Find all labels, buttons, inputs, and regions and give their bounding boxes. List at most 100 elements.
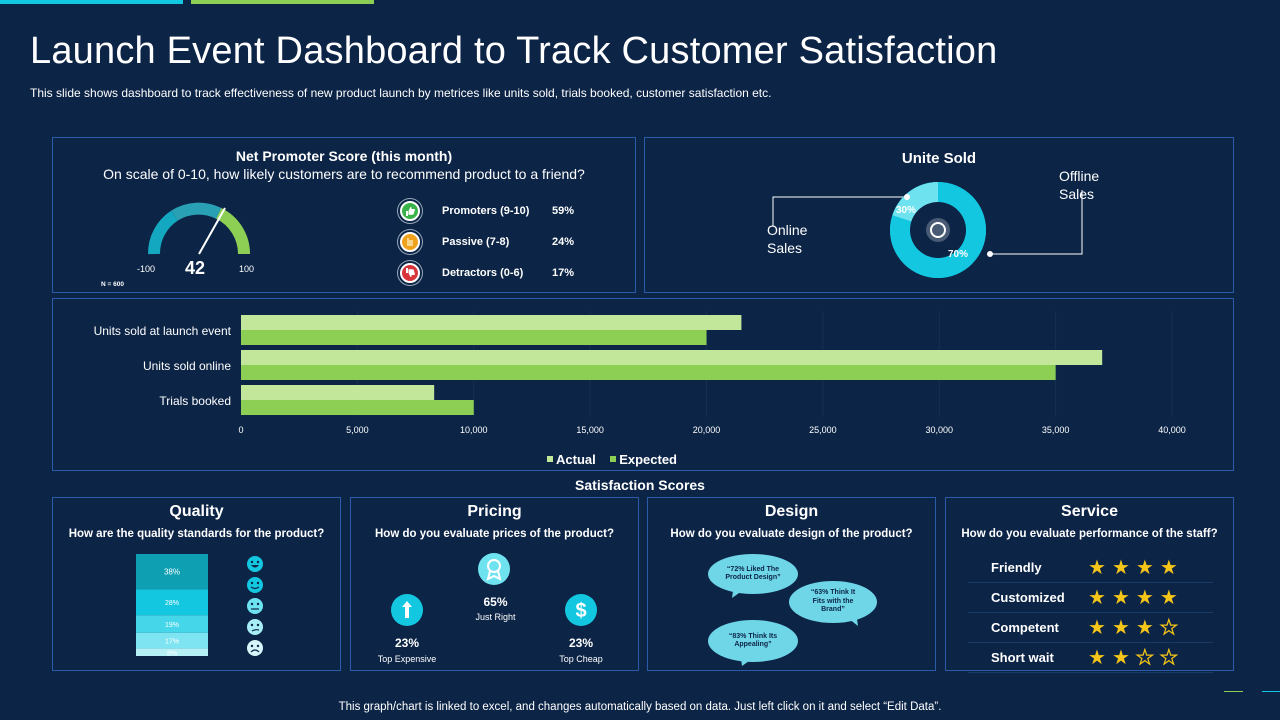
gauge-arc-passive — [171, 202, 222, 221]
quality-segment-label: 19% — [165, 622, 179, 629]
nps-value: 59% — [552, 205, 575, 217]
award-icon — [478, 553, 510, 585]
quality-segment — [136, 648, 208, 656]
gauge-max-label: 100 — [239, 264, 255, 274]
design-title: Design — [764, 503, 819, 520]
expensive-label: Top Expensive — [377, 654, 437, 664]
accent-bar-cyan — [0, 0, 183, 4]
nps-row-passive: Passive (7-8) 24% — [398, 229, 574, 255]
service-title: Service — [1061, 503, 1118, 520]
bar-expected — [241, 365, 1056, 380]
quality-segment-label: 8% — [167, 650, 177, 656]
quality-stacked-bar: 38% 28% 19% 17% 8% — [136, 554, 208, 656]
nps-score: 42 — [185, 258, 206, 278]
nps-gauge — [147, 202, 251, 255]
star-rating: ★ ★ ★ ★ — [1088, 616, 1178, 639]
bar-expected — [241, 400, 474, 415]
service-row-label: Short wait — [991, 650, 1054, 665]
star-filled-icon: ★ — [1111, 616, 1130, 639]
bar-expected — [241, 330, 707, 345]
units-sold-donut — [772, 182, 1083, 278]
just-right-label: Just Right — [475, 612, 516, 622]
design-question: How do you evaluate design of the produc… — [670, 528, 913, 540]
nps-question: On scale of 0-10, how likely customers a… — [103, 166, 585, 182]
legend-expected: Expected — [610, 452, 677, 467]
nps-sample-size: N = 600 — [101, 281, 124, 288]
units-sold-title: Unite Sold — [901, 150, 977, 167]
offline-sales-label: Offline Sales — [1059, 168, 1100, 202]
units-sold-panel: Unite Sold Online Sales Offline Sales 30% … — [644, 137, 1234, 293]
service-row-label: Friendly — [991, 560, 1042, 575]
star-filled-icon: ★ — [1111, 586, 1130, 609]
star-rating: ★ ★ ★ ★ — [1088, 646, 1178, 669]
pricing-question: How do you evaluate prices of the produc… — [375, 528, 614, 540]
nps-label: Detractors (0-6) — [442, 267, 524, 279]
cheap-label: Top Cheap — [559, 654, 603, 664]
nps-label: Promoters (9-10) — [442, 205, 530, 217]
bar-actual — [241, 315, 742, 330]
cheap-value: 23% — [568, 636, 594, 650]
star-empty-icon: ★ — [1159, 616, 1178, 639]
gauge-arc-promoters — [215, 208, 251, 255]
corner-line — [1262, 691, 1280, 692]
accent-bar-green — [191, 0, 374, 4]
service-row: Friendly ★ ★ ★ ★ — [968, 553, 1213, 583]
service-row: Competent ★ ★ ★ ★ — [968, 613, 1213, 643]
quality-segment-label: 28% — [165, 600, 179, 607]
star-empty-icon: ★ — [1159, 646, 1178, 669]
design-bubble: “63% Think It Fits with the Brand” — [789, 581, 877, 623]
happy-face-icon — [247, 577, 263, 593]
x-tick-label: 25,000 — [809, 425, 837, 435]
star-filled-icon: ★ — [1088, 556, 1106, 579]
quality-segment — [136, 615, 208, 633]
units-bar-chart: 0 5,000 10,000 15,000 20,000 25,000 30,000 35,0… — [94, 311, 1186, 435]
star-filled-icon: ★ — [1088, 616, 1106, 639]
page-title: Launch Event Dashboard to Track Customer… — [30, 30, 998, 72]
quality-title: Quality — [169, 503, 224, 520]
expensive-value: 23% — [394, 636, 420, 650]
x-tick-label: 15,000 — [576, 425, 604, 435]
offline-pct-label: 70% — [948, 249, 969, 260]
x-tick-label: 35,000 — [1042, 425, 1070, 435]
x-tick-label: 10,000 — [460, 425, 488, 435]
y-category-label: Units sold online — [143, 359, 231, 373]
star-filled-icon: ★ — [1088, 646, 1106, 669]
star-filled-icon: ★ — [1088, 586, 1106, 609]
y-category-label: Units sold at launch event — [94, 324, 232, 338]
nps-row-detractors: Detractors (0-6) 17% — [398, 260, 574, 286]
quality-segment — [136, 554, 208, 590]
online-pct-label: 30% — [896, 205, 917, 216]
very-happy-face-icon — [247, 556, 263, 572]
nps-title: Net Promoter Score (this month) — [235, 148, 453, 164]
x-tick-label: 0 — [238, 425, 243, 435]
x-tick-label: 40,000 — [1158, 425, 1186, 435]
svg-text:$: $ — [575, 600, 586, 622]
design-panel: Design How do you evaluate design of the… — [647, 497, 936, 671]
service-panel: Service How do you evaluate performance … — [945, 497, 1234, 673]
corner-line — [1224, 691, 1243, 692]
service-row: Customized ★ ★ ★ ★ — [968, 583, 1213, 613]
star-filled-icon: ★ — [1135, 586, 1154, 609]
star-filled-icon: ★ — [1135, 556, 1154, 579]
gauge-arc-detractors — [147, 210, 179, 255]
star-filled-icon: ★ — [1111, 646, 1130, 669]
expensive-icon — [391, 594, 423, 626]
just-right-value: 65% — [483, 595, 508, 609]
design-bubble: “83% Think Its Appealing” — [708, 620, 798, 662]
design-bubble: “72% Liked The Product Design” — [708, 554, 798, 594]
star-filled-icon: ★ — [1159, 556, 1178, 579]
chart-legend: Actual Expected — [547, 449, 687, 467]
star-empty-icon: ★ — [1135, 646, 1154, 669]
y-category-label: Trials booked — [159, 394, 231, 408]
units-bar-chart-panel: 0 5,000 10,000 15,000 20,000 25,000 30,000 35,0… — [52, 298, 1234, 471]
dollar-icon: $ — [565, 594, 597, 626]
quality-segment — [136, 589, 208, 616]
service-row: Short wait ★ ★ ★ ★ — [968, 643, 1213, 673]
thumbs-down-icon — [398, 261, 422, 285]
nps-value: 24% — [552, 236, 575, 248]
online-sales-label: Online Sales — [767, 222, 808, 256]
x-tick-label: 20,000 — [693, 425, 721, 435]
hand-icon — [398, 230, 422, 254]
service-question: How do you evaluate performance of the s… — [961, 528, 1218, 540]
bar-actual — [241, 385, 435, 400]
